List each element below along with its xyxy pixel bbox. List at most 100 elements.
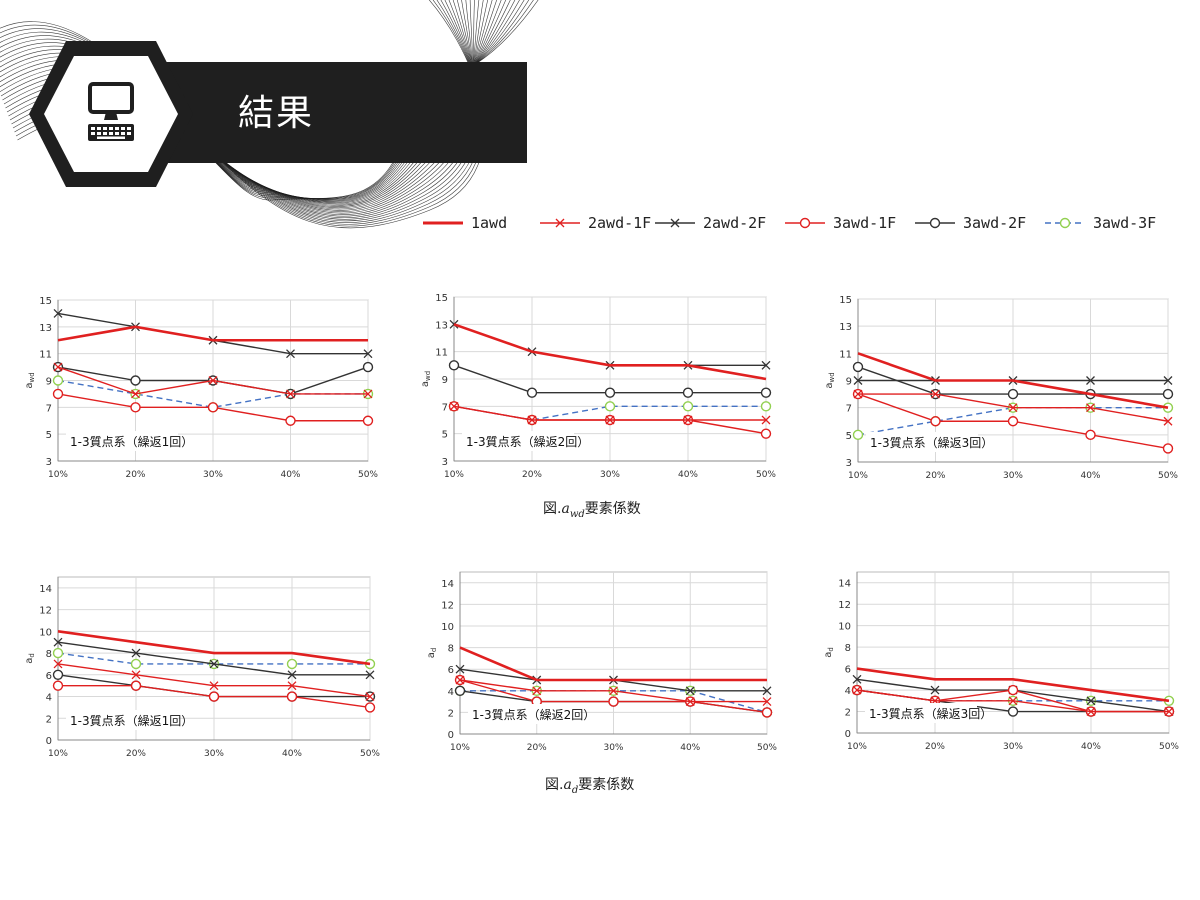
x-tick-label: 20% [522,470,542,480]
x-tick-label: 30% [204,749,224,759]
marker-x [532,686,542,696]
legend-item: 3awd-3F [1045,214,1156,232]
marker-x [609,686,618,696]
marker-x [852,674,862,684]
y-tick-label: 10 [39,627,52,638]
x-tick-label: 50% [358,470,378,480]
y-tick-label: 13 [39,323,52,334]
marker-x [1163,376,1173,385]
marker-circle [286,691,298,702]
marker-x [365,692,375,701]
caption-ad: 図.ad要素係数 [545,777,635,796]
marker-x [670,218,680,228]
y-tick-label: 9 [46,377,52,388]
legend-label: 2awd-2F [703,214,766,232]
marker-x [685,697,695,707]
series-2awd-1F [455,675,772,707]
y-tick-label: 6 [46,671,52,682]
legend-label: 3awd-1F [833,214,896,232]
marker-x [1164,707,1174,716]
series-line [453,323,767,381]
marker-circle [1162,388,1174,400]
x-tick-label: 10% [48,749,68,759]
x-tick-label: 10% [848,471,868,481]
marker-x [287,670,297,680]
legend-label: 1awd [471,214,507,232]
y-tick-label: 8 [46,649,52,660]
legend-label: 2awd-1F [588,214,651,232]
series-2awd-2F [53,637,375,680]
marker-x [852,685,862,695]
series-1awd [856,667,1170,703]
marker-circle [52,388,64,400]
marker-circle [929,217,941,229]
series-line [459,646,767,682]
marker-x [131,670,141,680]
x-tick-label: 30% [1003,742,1023,752]
x-tick-label: 50% [757,743,777,753]
y-tick-label: 8 [448,644,454,655]
series-1awd [459,646,767,682]
x-tick-label: 30% [1003,471,1023,481]
y-tick-label: 12 [441,600,454,611]
marker-x [455,664,465,674]
series-2awd-1F [449,401,771,425]
y-tick-label: 3 [846,458,852,469]
x-tick-label: 40% [1081,742,1101,752]
x-tick-label: 50% [360,749,380,759]
y-tick-label: 15 [435,293,448,304]
marker-circle [454,685,466,697]
legend-item: 2awd-1F [540,214,651,232]
y-tick-label: 12 [39,606,52,617]
y-tick-label: 2 [845,708,851,719]
marker-circle [362,415,374,426]
y-tick-label: 3 [46,457,52,468]
marker-x [1086,376,1095,385]
series-3awd-1F [52,388,374,426]
y-tick-label: 7 [442,402,448,413]
y-tick-label: 13 [435,320,448,331]
marker-x [762,686,772,696]
marker-x [53,637,63,647]
y-tick-label: 4 [448,687,454,698]
marker-x [1008,403,1018,413]
y-tick-label: 9 [442,375,448,386]
chart-awd-cycle2: 3 5 7 9 11 13 15 10% 20% 30% 40% 50% awd 1-3質点系（繰返2回） [420,293,776,480]
series-line [857,352,1169,409]
caption-awd: 図.awd要素係数 [543,501,641,520]
y-tick-label: 2 [448,708,454,719]
chart-ad-cycle2: 0 2 4 6 8 10 12 14 10% 20% 30% 40% 50% ad 1-3質点系（繰返2回） [426,571,777,753]
y-tick-label: 5 [846,431,852,442]
chart-annotation: 1-3質点系（繰返3回） [869,706,992,721]
hexagon-badge [29,41,193,187]
marker-x [449,319,459,329]
marker-circle [364,702,376,713]
series-2awd-1F [53,659,375,701]
y-tick-label: 13 [839,322,852,333]
y-tick-label: 2 [46,714,52,725]
y-axis-label: awd [24,372,36,388]
marker-x [209,659,219,669]
x-tick-label: 10% [847,742,867,752]
marker-circle [52,375,64,386]
y-tick-label: 11 [435,348,448,359]
chart-awd-cycle1: 3 5 7 9 11 13 15 10% 20% 30% 40% 50% awd 1-3質点系（繰返1回） [24,296,378,480]
y-axis-label: awd [824,372,836,388]
y-tick-label: 7 [46,403,52,414]
y-tick-label: 0 [845,729,851,740]
marker-circle [760,387,772,398]
marker-x [363,389,373,399]
x-tick-label: 20% [925,471,945,481]
marker-circle [1162,443,1174,454]
marker-circle [130,402,141,413]
annotation-box [468,704,580,724]
y-axis-label: ad [823,647,835,658]
y-tick-label: 14 [838,579,851,590]
marker-x [761,360,771,370]
y-tick-label: 5 [46,430,52,441]
marker-x [853,376,863,385]
marker-x [1086,696,1096,706]
marker-circle [286,658,298,670]
annotation-box [66,710,178,730]
series-line [57,325,368,342]
